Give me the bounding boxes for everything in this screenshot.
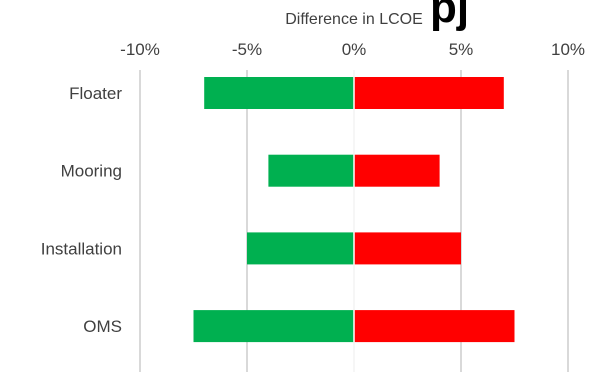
category-label: Mooring [61, 162, 122, 181]
category-label: Floater [69, 84, 122, 103]
bars [193, 70, 515, 372]
x-tick-label: 5% [449, 40, 474, 59]
category-label: Installation [41, 239, 122, 258]
category-label: OMS [83, 317, 122, 336]
bar-low-installation [247, 232, 354, 265]
x-tick-labels: -10% -5% 0% 5% 10% [120, 40, 585, 59]
x-tick-label: -10% [120, 40, 160, 59]
bar-low-oms [193, 310, 354, 343]
x-tick-label: 10% [551, 40, 585, 59]
cutoff-title-fragment: pj [430, 0, 469, 32]
bar-low-mooring [268, 154, 354, 187]
bar-high-oms [354, 310, 515, 343]
bar-low-floater [204, 77, 354, 109]
bar-high-installation [354, 232, 461, 265]
x-tick-label: -5% [232, 40, 262, 59]
x-tick-label: 0% [342, 40, 367, 59]
category-labels: Floater Mooring Installation OMS [41, 84, 123, 336]
bar-high-floater [354, 77, 504, 109]
bar-high-mooring [354, 154, 440, 187]
x-axis-title: Difference in LCOE [285, 11, 423, 28]
